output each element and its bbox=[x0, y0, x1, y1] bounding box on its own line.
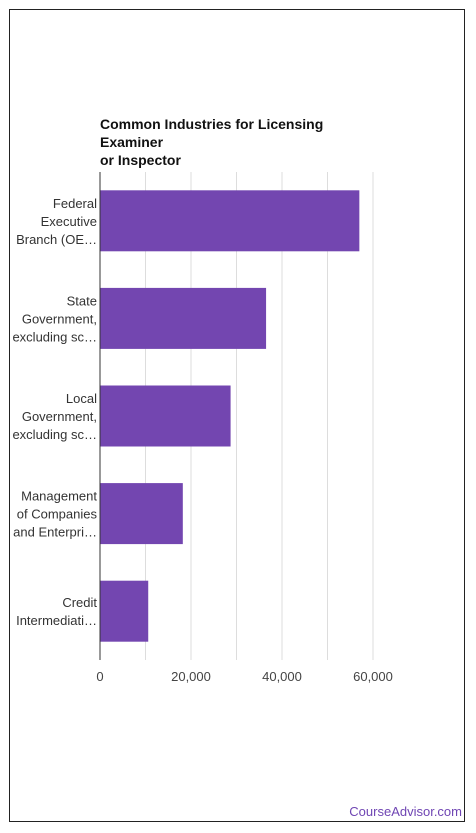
category-label: excluding sc… bbox=[12, 329, 97, 344]
chart-title-line-1: Common Industries for Licensing Examiner bbox=[100, 116, 324, 150]
category-label: of Companies bbox=[17, 507, 98, 522]
x-tick-label: 40,000 bbox=[262, 669, 302, 684]
x-tick-label: 0 bbox=[96, 669, 103, 684]
chart-title-line-2: or Inspector bbox=[100, 152, 181, 168]
x-tick-label: 20,000 bbox=[171, 669, 211, 684]
category-label: Federal bbox=[53, 196, 97, 211]
bar bbox=[100, 287, 267, 349]
category-label: Branch (OE… bbox=[16, 232, 97, 247]
chart-title: Common Industries for Licensing Examiner… bbox=[100, 115, 390, 169]
category-label: Intermediati… bbox=[16, 613, 97, 628]
bar bbox=[100, 385, 231, 447]
bar bbox=[100, 483, 183, 545]
category-label: Management bbox=[21, 489, 97, 504]
category-label: Government, bbox=[22, 311, 97, 326]
watermark-courseadvisor[interactable]: CourseAdvisor.com bbox=[349, 804, 462, 819]
bar bbox=[100, 190, 360, 252]
category-label: State bbox=[67, 293, 97, 308]
category-label: excluding sc… bbox=[12, 427, 97, 442]
x-tick-label: 60,000 bbox=[353, 669, 393, 684]
category-label: and Enterpri… bbox=[13, 525, 97, 540]
category-label: Executive bbox=[41, 214, 97, 229]
category-label: Credit bbox=[62, 595, 97, 610]
category-label: Government, bbox=[22, 409, 97, 424]
bar bbox=[100, 580, 149, 642]
category-label: Local bbox=[66, 391, 97, 406]
